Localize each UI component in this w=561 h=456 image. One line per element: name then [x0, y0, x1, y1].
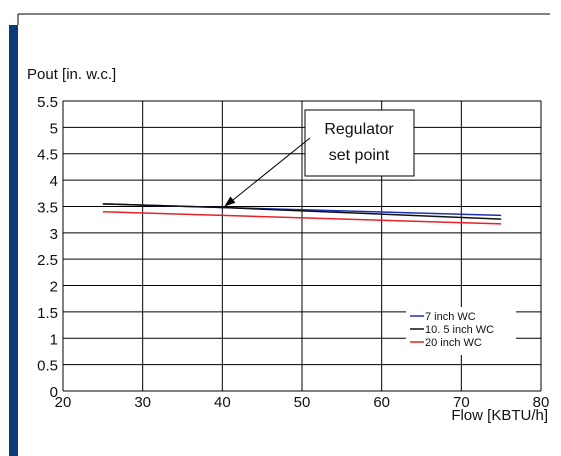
x-tick-label: 70	[453, 394, 470, 411]
x-axis-title: Flow [KBTU/h]	[451, 407, 548, 424]
annotation-line-2: set point	[329, 147, 390, 164]
annotation-arrowhead	[224, 196, 236, 207]
frame-left-bar	[9, 25, 18, 456]
legend-label: 10. 5 inch WC	[425, 324, 494, 336]
annotation-line-1: Regulator	[324, 121, 394, 138]
x-tick-label: 20	[55, 394, 72, 411]
y-tick-label: 4.5	[37, 147, 58, 164]
y-tick-label: 3.5	[37, 199, 58, 216]
series-line-3	[102, 210, 502, 225]
y-tick-label: 4	[50, 173, 58, 190]
y-tick-label: 3	[50, 226, 58, 243]
legend-box	[406, 307, 516, 355]
x-tick-label: 80	[533, 394, 550, 411]
series-lines	[102, 203, 502, 225]
annotation-box	[304, 109, 415, 177]
x-tick-label: 40	[214, 394, 231, 411]
x-tick-labels: 20 30 40 50 60 70 80	[55, 394, 550, 411]
legend-label: 20 inch WC	[425, 337, 482, 349]
y-tick-label: 0	[50, 384, 58, 401]
y-tick-label: 2.5	[37, 252, 58, 269]
y-tick-label: 1.5	[37, 305, 58, 322]
y-tick-label: 0.5	[37, 358, 58, 375]
series-line-2	[102, 203, 502, 220]
y-axis-title: Pout [in. w.c.]	[27, 66, 116, 83]
annotation-arrow	[232, 137, 311, 201]
y-tick-label: 2	[50, 279, 58, 296]
y-tick-labels: 0 0.5 1 1.5 2 2.5 3 3.5 4 4.5 5 5.5	[37, 94, 58, 401]
annotation: Regulator set point	[224, 109, 415, 207]
y-tick-label: 1	[50, 331, 58, 348]
y-tick-label: 5.5	[37, 94, 58, 111]
y-tick-label: 5	[50, 120, 58, 137]
x-tick-label: 30	[134, 394, 151, 411]
legend-label: 7 inch WC	[425, 311, 476, 323]
x-tick-label: 50	[294, 394, 311, 411]
x-tick-label: 60	[373, 394, 390, 411]
